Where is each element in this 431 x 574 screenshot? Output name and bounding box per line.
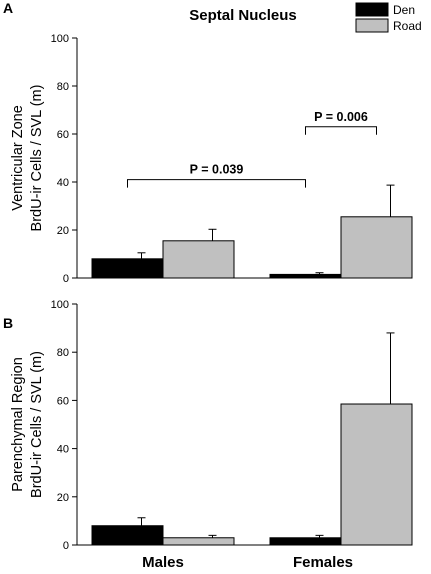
y-tick-label-a: 60 xyxy=(57,129,69,141)
legend: Den Road xyxy=(355,2,422,33)
significance-bracket-a-0 xyxy=(127,179,306,188)
y-axis-sublabel-a: BrdU-ir Cells / SVL (m) xyxy=(29,85,45,232)
y-tick-label-b: 20 xyxy=(57,492,69,504)
y-tick-label-a: 0 xyxy=(63,273,69,285)
y-axis-label-a: Ventricular Zone xyxy=(10,105,26,211)
y-tick-label-b: 60 xyxy=(57,395,69,407)
bar-b-road-females xyxy=(340,403,413,546)
bar-b-road-males xyxy=(162,537,235,546)
bar-b-den-females xyxy=(269,537,342,546)
bar-b-den-males xyxy=(91,525,164,546)
legend-swatch-road xyxy=(355,18,389,33)
p-value-label-a-1: P = 0.006 xyxy=(314,110,368,124)
y-tick-label-a: 100 xyxy=(51,33,69,45)
panel-label-b: B xyxy=(3,315,13,331)
bar-a-road-males xyxy=(162,240,235,279)
panel-label-a: A xyxy=(3,0,13,16)
y-tick-label-b: 0 xyxy=(63,540,69,552)
y-tick-label-a: 40 xyxy=(57,177,69,189)
y-tick-label-b: 100 xyxy=(51,299,69,311)
y-axis-sublabel-b: BrdU-ir Cells / SVL (m) xyxy=(29,351,45,498)
x-tick-males: Males xyxy=(142,554,184,571)
p-value-label-a-0: P = 0.039 xyxy=(190,163,244,177)
legend-label-den: Den xyxy=(393,3,415,17)
significance-bracket-a-1 xyxy=(305,126,377,135)
y-tick-label-a: 80 xyxy=(57,81,69,93)
chart-title: Septal Nucleus xyxy=(189,7,297,24)
y-tick-label-b: 80 xyxy=(57,347,69,359)
y-tick-label-a: 20 xyxy=(57,225,69,237)
x-tick-females: Females xyxy=(293,554,353,571)
legend-swatch-den xyxy=(355,2,389,17)
legend-label-road: Road xyxy=(393,19,422,33)
y-axis-label-b: Parenchymal Region xyxy=(10,357,26,492)
y-tick-label-b: 40 xyxy=(57,444,69,456)
bar-a-road-females xyxy=(340,216,413,279)
bar-a-den-females xyxy=(269,273,342,279)
bar-a-den-males xyxy=(91,258,164,279)
